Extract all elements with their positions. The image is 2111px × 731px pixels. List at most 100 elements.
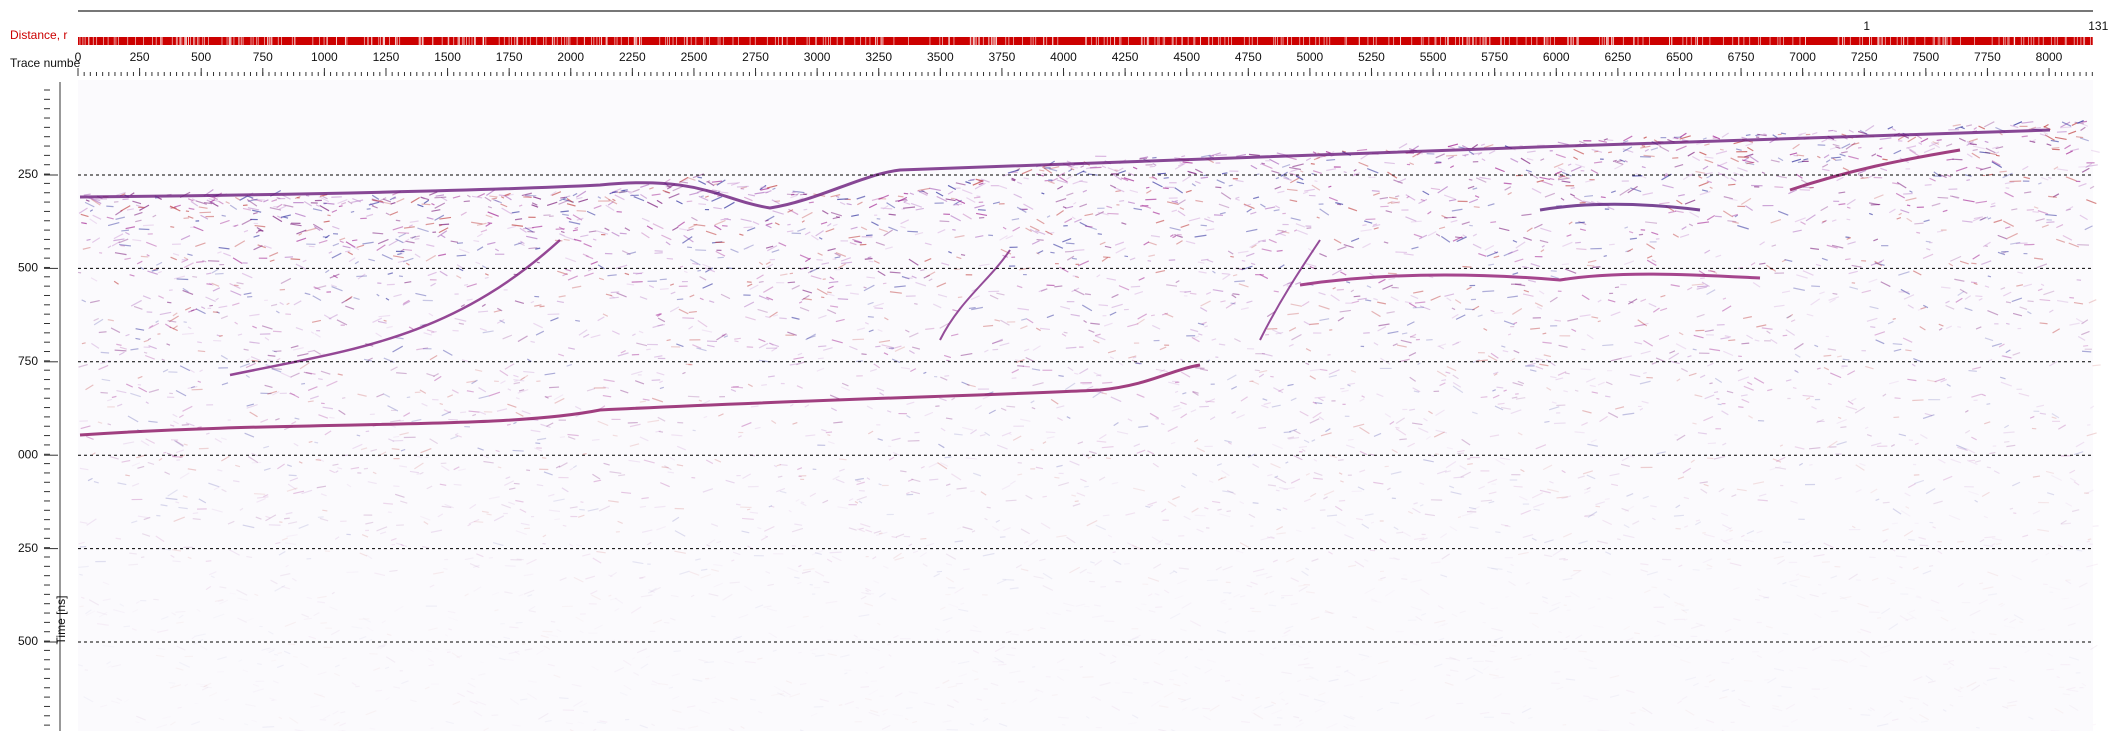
texture-stroke: [398, 233, 409, 234]
texture-stroke: [1728, 340, 1735, 341]
texture-stroke: [1554, 423, 1566, 424]
texture-stroke: [199, 212, 211, 213]
texture-stroke: [687, 247, 692, 248]
texture-stroke: [1151, 315, 1155, 316]
texture-stroke: [1444, 217, 1454, 218]
texture-stroke: [153, 599, 159, 600]
texture-stroke: [485, 277, 489, 278]
texture-stroke: [1634, 633, 1640, 634]
texture-stroke: [1401, 579, 1407, 580]
texture-stroke: [620, 233, 627, 234]
texture-stroke: [1253, 503, 1259, 504]
texture-stroke: [1938, 197, 1949, 198]
texture-stroke: [1396, 532, 1403, 533]
texture-stroke: [1133, 679, 1136, 680]
texture-stroke: [697, 177, 701, 178]
texture-stroke: [1504, 183, 1512, 184]
texture-stroke: [1562, 264, 1569, 265]
texture-stroke: [499, 195, 505, 196]
texture-stroke: [1207, 580, 1218, 581]
texture-stroke: [342, 398, 345, 399]
texture-stroke: [1531, 360, 1541, 361]
texture-stroke: [1481, 397, 1488, 398]
texture-stroke: [1870, 327, 1875, 328]
texture-stroke: [890, 272, 901, 273]
texture-stroke: [2092, 365, 2100, 366]
texture-stroke: [856, 707, 859, 708]
texture-stroke: [1336, 667, 1341, 668]
texture-stroke: [457, 255, 466, 256]
texture-stroke: [874, 308, 883, 309]
texture-stroke: [2046, 669, 2053, 670]
texture-stroke: [1551, 271, 1557, 272]
texture-stroke: [682, 318, 694, 319]
texture-stroke: [1731, 659, 1734, 660]
texture-stroke: [1362, 225, 1366, 226]
texture-stroke: [197, 342, 202, 343]
texture-stroke: [318, 379, 323, 380]
texture-stroke: [2032, 212, 2038, 213]
texture-stroke: [99, 332, 107, 333]
texture-stroke: [2082, 351, 2091, 352]
texture-stroke: [736, 504, 741, 505]
texture-stroke: [1496, 387, 1503, 388]
texture-stroke: [826, 432, 832, 433]
texture-stroke: [440, 404, 443, 405]
distance-label: Distance, r: [10, 28, 67, 42]
texture-stroke: [1952, 159, 1962, 160]
texture-stroke: [322, 510, 327, 511]
texture-stroke: [2046, 222, 2054, 223]
texture-stroke: [551, 621, 555, 622]
texture-stroke: [1139, 158, 1147, 159]
texture-stroke: [1164, 178, 1169, 179]
texture-stroke: [122, 199, 128, 200]
texture-stroke: [940, 221, 950, 222]
trace-label: Trace numbe: [10, 56, 81, 70]
texture-stroke: [1592, 267, 1600, 268]
texture-stroke: [2006, 323, 2009, 324]
texture-stroke: [809, 202, 814, 203]
texture-stroke: [2057, 132, 2067, 133]
texture-stroke: [787, 224, 790, 225]
texture-stroke: [865, 258, 873, 259]
texture-stroke: [206, 284, 211, 285]
texture-stroke: [1845, 237, 1849, 238]
texture-stroke: [698, 204, 706, 205]
texture-stroke: [668, 472, 674, 473]
texture-stroke: [1042, 496, 1046, 497]
texture-stroke: [1290, 644, 1296, 645]
texture-stroke: [192, 277, 197, 278]
texture-stroke: [1352, 617, 1357, 618]
texture-stroke: [1882, 159, 1887, 160]
texture-stroke: [875, 346, 880, 347]
texture-stroke: [1411, 221, 1422, 222]
texture-stroke: [1145, 199, 1156, 200]
texture-stroke: [1975, 296, 1982, 297]
texture-stroke: [144, 352, 147, 353]
texture-stroke: [115, 350, 127, 351]
texture-stroke: [230, 593, 236, 594]
texture-stroke: [1529, 613, 1538, 614]
texture-stroke: [855, 639, 863, 640]
texture-stroke: [1926, 241, 1931, 242]
texture-stroke: [575, 320, 580, 321]
texture-stroke: [929, 479, 938, 480]
texture-stroke: [1268, 605, 1276, 606]
texture-stroke: [1833, 293, 1838, 294]
texture-stroke: [2010, 508, 2013, 509]
texture-stroke: [1986, 404, 1990, 405]
texture-stroke: [792, 192, 797, 193]
texture-stroke: [1150, 166, 1156, 167]
texture-stroke: [677, 299, 683, 300]
texture-stroke: [868, 257, 872, 258]
texture-stroke: [1969, 371, 1977, 372]
texture-stroke: [1728, 184, 1735, 185]
texture-stroke: [1714, 392, 1718, 393]
texture-stroke: [983, 709, 988, 710]
texture-stroke: [167, 302, 171, 303]
texture-stroke: [184, 322, 187, 323]
texture-stroke: [1971, 263, 1976, 264]
texture-stroke: [861, 354, 866, 355]
texture-stroke: [392, 449, 400, 450]
texture-stroke: [1490, 651, 1495, 652]
